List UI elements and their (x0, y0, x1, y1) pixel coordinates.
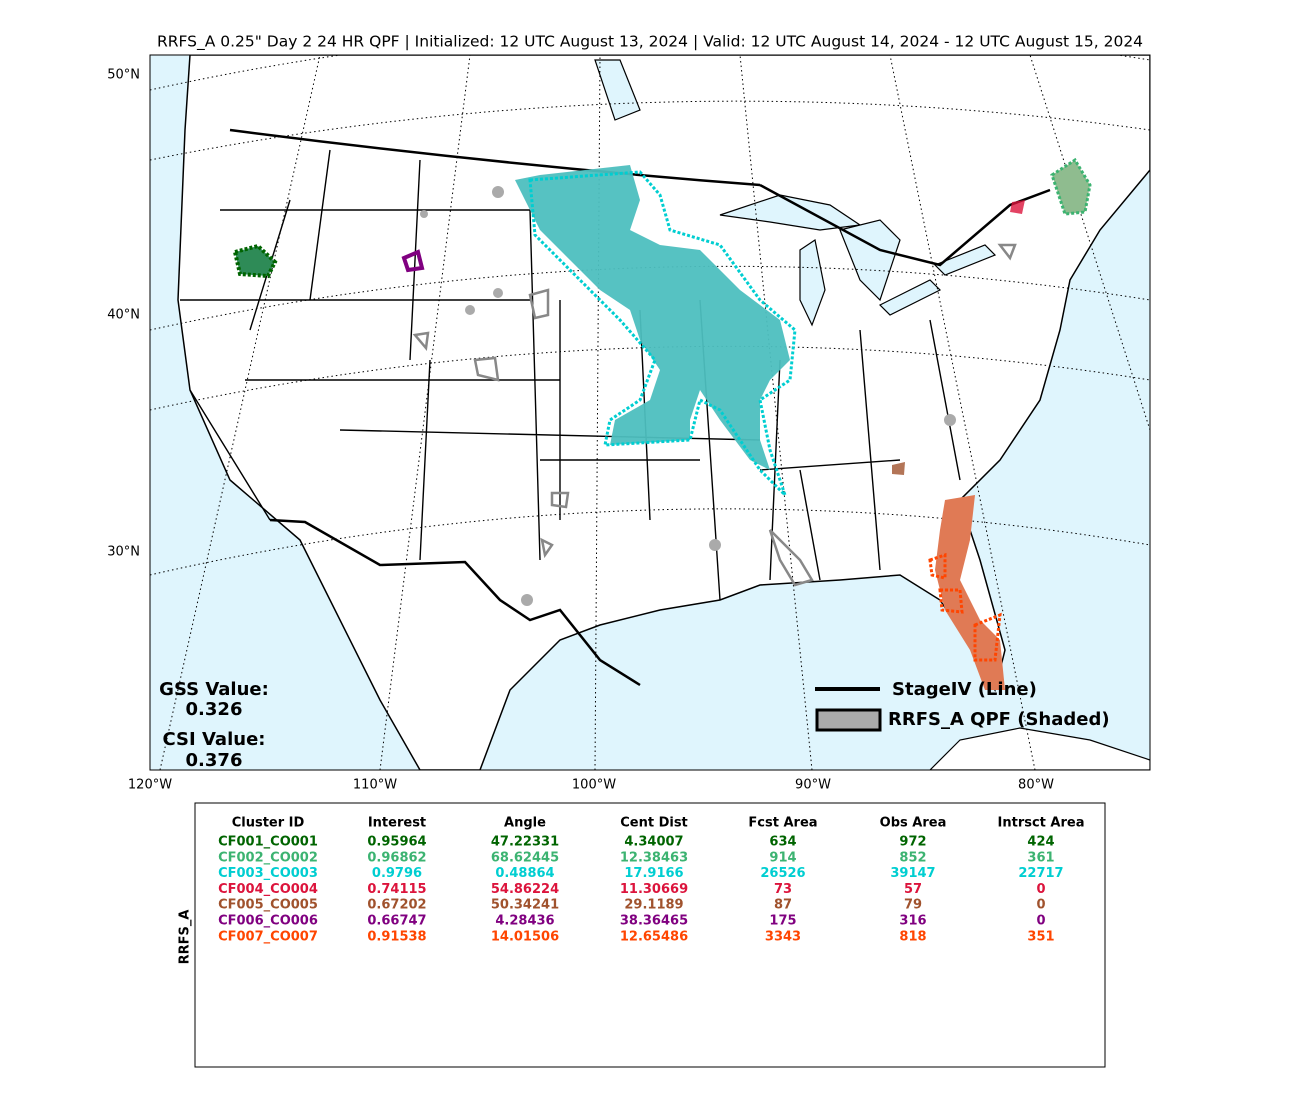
column-header: Obs Area (880, 816, 947, 831)
column-header: Cluster ID (232, 816, 305, 831)
table-cell: 0 (1036, 882, 1045, 897)
table-cell: CF001_CO001 (218, 835, 318, 850)
table-cell: 68.62445 (491, 850, 559, 865)
table-cell: 852 (899, 850, 926, 865)
column-header: Angle (504, 816, 546, 831)
clusters (232, 157, 1092, 690)
table-cell: 79 (904, 898, 922, 913)
title: RRFS_A 0.25" Day 2 24 HR QPF | Initializ… (157, 33, 1143, 52)
table-cell: CF004_CO004 (218, 882, 318, 897)
csi-label: CSI Value: (163, 729, 266, 750)
table-cell: 57 (904, 882, 922, 897)
graticule-labels: 50°N 40°N 30°N 120°W 110°W 100°W 90°W 80°W (107, 68, 1054, 793)
map-frame (149, 54, 1151, 771)
table-cell: 361 (1027, 850, 1054, 865)
table-cell: 26526 (760, 866, 805, 881)
table-cell: 12.38463 (620, 850, 688, 865)
table-cell: 50.34241 (491, 898, 559, 913)
table-cell: CF002_CO002 (218, 850, 318, 865)
lon-label: 100°W (572, 778, 616, 793)
table-cell: 0.96862 (367, 850, 426, 865)
table-cell: 4.28436 (495, 914, 554, 929)
table-cell: 12.65486 (620, 929, 688, 944)
legend-line-label: StageIV (Line) (892, 679, 1037, 700)
table-cell: CF005_CO005 (218, 898, 318, 913)
table-cell: 29.1189 (624, 898, 683, 913)
table-cell: 0.48864 (495, 866, 554, 881)
table-cell: CF003_CO003 (218, 866, 318, 881)
table-cell: CF006_CO006 (218, 914, 318, 929)
lon-label: 120°W (128, 778, 172, 793)
caribbean-land (929, 727, 1150, 770)
lat-label: 30°N (107, 545, 140, 560)
table-cell: 316 (899, 914, 926, 929)
table: Cluster ID Interest Angle Cent Dist Fcst Are… (218, 816, 1084, 945)
table-cell: 11.30669 (620, 882, 688, 897)
table-cell: 0 (1036, 898, 1045, 913)
table-cell: 351 (1027, 929, 1054, 944)
csi-value: 0.376 (186, 750, 243, 771)
lat-label: 40°N (107, 308, 140, 323)
table-cell: 4.34007 (624, 835, 683, 850)
fcst-small (420, 186, 956, 606)
column-header: Intrsct Area (998, 816, 1085, 831)
table-cell: 87 (774, 898, 792, 913)
table-cell: 38.36465 (620, 914, 688, 929)
lakes (594, 59, 997, 327)
gss-value: 0.326 (186, 699, 243, 720)
column-header: Interest (368, 816, 426, 831)
table-cell: 424 (1027, 835, 1054, 850)
table-cell: 3343 (765, 929, 801, 944)
table-cell: 54.86224 (491, 882, 559, 897)
column-header: Fcst Area (748, 816, 817, 831)
legend-shade (815, 708, 882, 732)
table-cell: 0.67202 (367, 898, 426, 913)
table-cell: 972 (899, 835, 926, 850)
map: 50°N 40°N 30°N 120°W 110°W 100°W 90°W 80°W GSS … (107, 54, 1151, 793)
legend-shade-label: RRFS_A QPF (Shaded) (888, 709, 1110, 730)
table-cell: 0.91538 (367, 929, 426, 944)
column-header: Cent Dist (620, 816, 688, 831)
table-cell: 818 (899, 929, 926, 944)
obs-outlines (412, 243, 1017, 587)
table-cell: 914 (769, 850, 796, 865)
table-cell: 0.66747 (367, 914, 426, 929)
lon-label: 90°W (795, 778, 831, 793)
table-cell: 17.9166 (624, 866, 683, 881)
table-cell: 0.95964 (367, 835, 426, 850)
table-cell: 0.74115 (367, 882, 426, 897)
lon-label: 80°W (1018, 778, 1054, 793)
table-cell: 0 (1036, 914, 1045, 929)
table-cell: 634 (769, 835, 796, 850)
table-cell: 47.22331 (491, 835, 559, 850)
table-cell: 14.01506 (491, 929, 559, 944)
table-cell: 22717 (1018, 866, 1063, 881)
gss-label: GSS Value: (159, 679, 269, 700)
table-cell: CF007_CO007 (218, 929, 318, 944)
table-cell: 175 (769, 914, 796, 929)
table-cell: 0.9796 (372, 866, 422, 881)
table-cell: 39147 (890, 866, 935, 881)
lon-label: 110°W (353, 778, 397, 793)
table-frame (194, 802, 1106, 1068)
table-side-label: RRFS_A (178, 910, 193, 965)
table-cell: 73 (774, 882, 792, 897)
lat-label: 50°N (107, 68, 140, 83)
